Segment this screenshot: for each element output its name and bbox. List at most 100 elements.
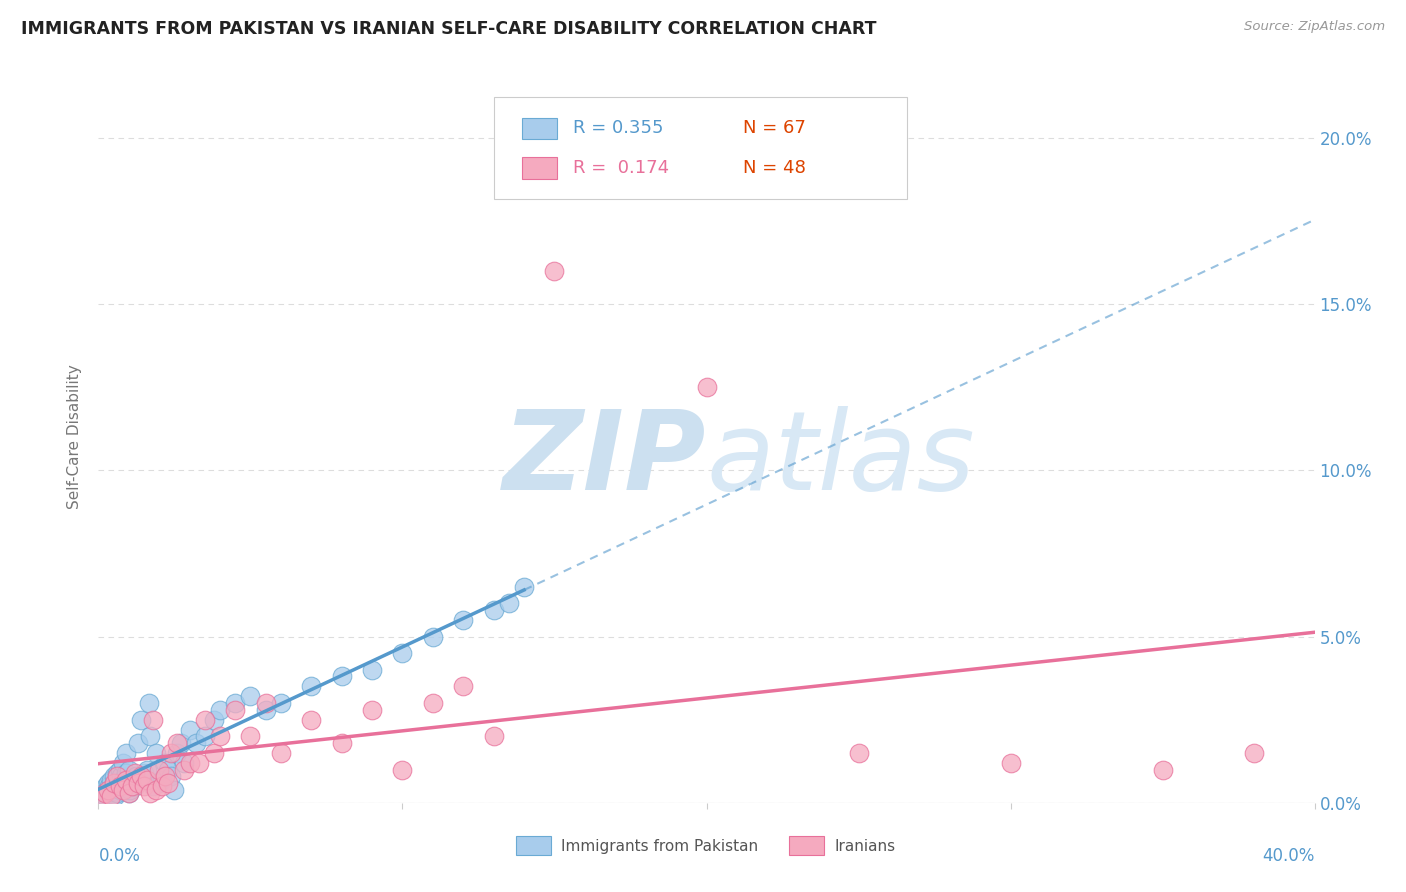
Point — [90, 792, 112, 806]
Point — [422, 630, 444, 644]
Point — [187, 756, 209, 770]
Point — [173, 763, 195, 777]
Point — [103, 776, 125, 790]
Point — [209, 729, 232, 743]
Point — [166, 736, 188, 750]
Point — [105, 765, 128, 780]
Point — [120, 782, 142, 797]
Point — [194, 729, 217, 743]
Point — [270, 746, 292, 760]
Point — [160, 746, 183, 760]
Point — [163, 782, 186, 797]
Point — [155, 769, 177, 783]
Point — [453, 613, 475, 627]
Point — [129, 713, 152, 727]
Point — [91, 786, 114, 800]
Point — [118, 763, 141, 777]
Point — [254, 703, 277, 717]
Point — [118, 786, 141, 800]
Point — [209, 703, 232, 717]
Point — [239, 690, 262, 704]
Point — [299, 713, 322, 727]
Point — [513, 580, 536, 594]
FancyBboxPatch shape — [522, 118, 557, 139]
Point — [124, 779, 146, 793]
Point — [110, 769, 132, 783]
Point — [136, 772, 159, 787]
Point — [391, 646, 413, 660]
Text: N = 48: N = 48 — [742, 159, 806, 177]
Point — [224, 703, 246, 717]
Point — [100, 772, 122, 787]
Point — [139, 786, 162, 800]
Point — [100, 782, 122, 797]
Text: 0.0%: 0.0% — [98, 847, 141, 864]
Point — [848, 746, 870, 760]
Point — [145, 782, 167, 797]
Point — [299, 680, 322, 694]
FancyBboxPatch shape — [789, 837, 824, 855]
Point — [136, 763, 159, 777]
Point — [148, 763, 170, 777]
Point — [422, 696, 444, 710]
Point — [330, 736, 353, 750]
Point — [145, 746, 167, 760]
Point — [114, 746, 136, 760]
Point — [254, 696, 277, 710]
Point — [96, 782, 118, 797]
Point — [696, 380, 718, 394]
Point — [330, 669, 353, 683]
Point — [173, 756, 195, 770]
Point — [239, 729, 262, 743]
Point — [202, 746, 225, 760]
Point — [482, 603, 505, 617]
Point — [117, 776, 139, 790]
Point — [108, 763, 131, 777]
Text: Immigrants from Pakistan: Immigrants from Pakistan — [561, 839, 758, 855]
Point — [124, 765, 146, 780]
Text: 40.0%: 40.0% — [1263, 847, 1315, 864]
Point — [127, 776, 149, 790]
Point — [101, 786, 124, 800]
Point — [107, 779, 129, 793]
Point — [118, 786, 141, 800]
FancyBboxPatch shape — [516, 837, 551, 855]
Point — [111, 772, 134, 787]
Point — [98, 779, 121, 793]
Point — [121, 779, 143, 793]
Point — [453, 680, 475, 694]
Point — [114, 765, 136, 780]
Point — [1000, 756, 1022, 770]
Point — [169, 736, 191, 750]
Y-axis label: Self-Care Disability: Self-Care Disability — [67, 365, 83, 509]
FancyBboxPatch shape — [522, 157, 557, 178]
Point — [108, 782, 131, 797]
Text: Iranians: Iranians — [834, 839, 896, 855]
Point — [155, 756, 177, 770]
FancyBboxPatch shape — [494, 97, 907, 200]
Point — [90, 789, 112, 804]
Text: N = 67: N = 67 — [742, 120, 806, 137]
Point — [179, 723, 201, 737]
Text: ZIP: ZIP — [503, 406, 707, 513]
Point — [202, 713, 225, 727]
Point — [361, 703, 384, 717]
Point — [125, 769, 148, 783]
Point — [132, 765, 155, 780]
Point — [121, 779, 143, 793]
Text: Source: ZipAtlas.com: Source: ZipAtlas.com — [1244, 20, 1385, 33]
Point — [498, 596, 520, 610]
Point — [148, 776, 170, 790]
Point — [179, 756, 201, 770]
Point — [194, 713, 217, 727]
Point — [142, 713, 165, 727]
Point — [142, 779, 165, 793]
Point — [127, 736, 149, 750]
Point — [129, 769, 152, 783]
Point — [157, 763, 180, 777]
Point — [114, 772, 136, 787]
Point — [482, 729, 505, 743]
Point — [111, 782, 134, 797]
Point — [1152, 763, 1174, 777]
Point — [93, 789, 115, 804]
